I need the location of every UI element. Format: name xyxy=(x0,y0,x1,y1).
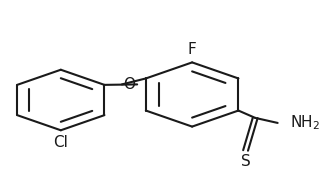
Text: S: S xyxy=(241,154,250,169)
Text: NH$_2$: NH$_2$ xyxy=(290,114,320,132)
Text: Cl: Cl xyxy=(53,135,68,150)
Text: F: F xyxy=(188,42,197,57)
Text: O: O xyxy=(124,77,136,92)
